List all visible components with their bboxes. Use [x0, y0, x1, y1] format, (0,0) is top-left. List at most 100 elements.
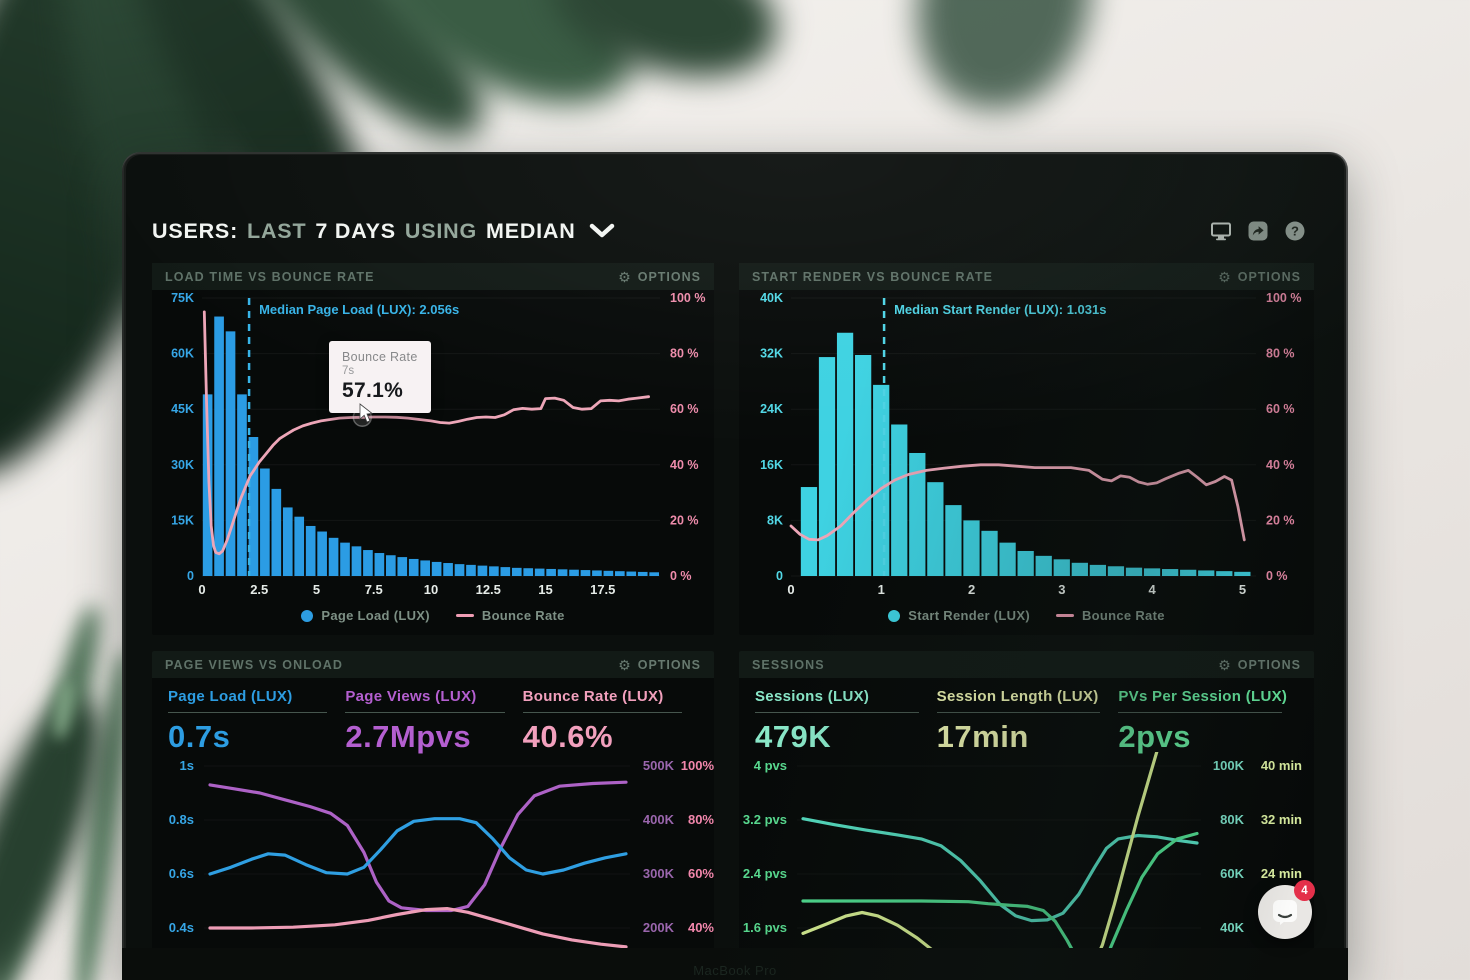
dashboard-header: USERS: LAST 7 DAYS USING MEDIAN ?: [152, 210, 1306, 252]
legend-dot-swatch: [888, 609, 901, 622]
panel-title: LOAD TIME VS BOUNCE RATE: [165, 269, 375, 284]
svg-text:Median Start Render (LUX): 1.0: Median Start Render (LUX): 1.031s: [894, 302, 1106, 317]
svg-text:2.4 pvs: 2.4 pvs: [743, 866, 787, 881]
svg-text:15: 15: [538, 582, 552, 597]
gear-icon: ⚙: [618, 268, 632, 285]
svg-text:80 %: 80 %: [1266, 347, 1295, 361]
page-views-chart[interactable]: 1s 500K 100% 0.8s 400K 80% 0.6s 300K 60% 0.4s 200K…: [152, 752, 714, 980]
legend-dash-swatch: [1055, 613, 1074, 618]
svg-text:0.6s: 0.6s: [169, 866, 194, 881]
svg-text:1s: 1s: [180, 758, 194, 773]
svg-text:3: 3: [1058, 582, 1065, 597]
svg-text:16K: 16K: [760, 458, 783, 472]
svg-text:17.5: 17.5: [590, 582, 615, 597]
start-render-chart[interactable]: 40K 32K 24K 16K 8K 0 100 % 80 % 60 % 40 % 20 % 0 % 0…: [739, 290, 1314, 603]
panel-title: PAGE VIEWS VS ONLOAD: [165, 657, 344, 672]
svg-text:7.5: 7.5: [365, 582, 383, 597]
chart-legend: Page Load (LUX) Bounce Rate: [152, 608, 714, 623]
svg-text:100 %: 100 %: [1266, 291, 1301, 305]
svg-text:3.2 pvs: 3.2 pvs: [743, 812, 787, 827]
metrics-row: Sessions (LUX) 479K Session Length (LUX)…: [739, 678, 1314, 754]
legend-item[interactable]: Page Load (LUX): [301, 608, 430, 623]
panel-sessions: SESSIONS ⚙ OPTIONS Sessions (LUX) 479K: [739, 651, 1314, 980]
header-segment: USING: [404, 218, 477, 243]
panel-header: SESSIONS ⚙ OPTIONS: [739, 651, 1314, 678]
svg-text:32K: 32K: [760, 347, 783, 361]
svg-text:60 %: 60 %: [670, 402, 699, 416]
svg-text:Median Page Load (LUX): 2.056s: Median Page Load (LUX): 2.056s: [259, 302, 459, 317]
options-button[interactable]: ⚙ OPTIONS: [1218, 656, 1301, 673]
sessions-chart[interactable]: 4 pvs 100K 40 min 3.2 pvs 80K 32 min 2.4 pvs 60…: [739, 730, 1314, 980]
svg-text:30K: 30K: [171, 458, 194, 472]
svg-text:32 min: 32 min: [1261, 812, 1302, 827]
svg-text:80%: 80%: [688, 812, 714, 827]
panel-load-time-vs-bounce-rate: LOAD TIME VS BOUNCE RATE ⚙ OPTIONS 75K 60…: [152, 263, 714, 635]
svg-text:0 %: 0 %: [1266, 569, 1288, 583]
chat-launcher-button[interactable]: 4: [1258, 880, 1315, 939]
chart-legend: Start Render (LUX) Bounce Rate: [739, 608, 1314, 623]
metric-session-length: Session Length (LUX) 17min: [936, 688, 1101, 754]
metric-page-views: Page Views (LUX) 2.7Mpvs: [345, 688, 522, 755]
load-time-chart[interactable]: 75K 60K 45K 30K 15K 0 100 % 80 % 60 % 40 % 20 % 0 %…: [152, 290, 714, 603]
svg-text:100 %: 100 %: [670, 291, 705, 305]
svg-text:5: 5: [1239, 582, 1246, 597]
svg-text:500K: 500K: [643, 758, 675, 773]
panel-title: START RENDER VS BOUNCE RATE: [752, 269, 994, 284]
chat-bubble-icon: [1273, 900, 1297, 925]
chart-tooltip: Bounce Rate 7s 57.1%: [329, 341, 431, 413]
svg-text:24 min: 24 min: [1261, 866, 1302, 881]
options-button[interactable]: ⚙ OPTIONS: [618, 656, 701, 673]
options-button[interactable]: ⚙ OPTIONS: [618, 268, 701, 285]
help-icon[interactable]: ?: [1284, 220, 1306, 242]
svg-text:100%: 100%: [681, 758, 714, 773]
share-icon[interactable]: [1247, 220, 1269, 242]
options-button[interactable]: ⚙ OPTIONS: [1218, 268, 1301, 285]
svg-text:300K: 300K: [643, 866, 675, 881]
svg-text:8K: 8K: [767, 513, 783, 527]
svg-text:1.6 pvs: 1.6 pvs: [743, 920, 787, 935]
chevron-down-icon[interactable]: [589, 223, 615, 244]
svg-text:60K: 60K: [1220, 866, 1244, 881]
metrics-row: Page Load (LUX) 0.7s Page Views (LUX) 2.…: [152, 678, 714, 755]
svg-text:24K: 24K: [760, 402, 783, 416]
plant-leaf: [901, 0, 1109, 124]
svg-text:0.8s: 0.8s: [169, 812, 194, 827]
panel-header: LOAD TIME VS BOUNCE RATE ⚙ OPTIONS: [152, 263, 714, 290]
tooltip-title: Bounce Rate: [342, 350, 418, 364]
svg-text:60%: 60%: [688, 866, 714, 881]
panel-header: START RENDER VS BOUNCE RATE ⚙ OPTIONS: [739, 263, 1314, 290]
svg-text:?: ?: [1291, 224, 1299, 239]
svg-text:45K: 45K: [171, 402, 194, 416]
gear-icon: ⚙: [1218, 656, 1232, 673]
svg-text:0: 0: [187, 569, 194, 583]
svg-text:40%: 40%: [688, 920, 714, 935]
svg-text:0: 0: [198, 582, 205, 597]
svg-text:0 %: 0 %: [670, 569, 692, 583]
svg-text:80K: 80K: [1220, 812, 1244, 827]
legend-item[interactable]: Bounce Rate: [1055, 608, 1165, 623]
svg-text:10: 10: [424, 582, 438, 597]
svg-text:40 %: 40 %: [1266, 458, 1295, 472]
panel-start-render-vs-bounce-rate: START RENDER VS BOUNCE RATE ⚙ OPTIONS 40…: [739, 263, 1314, 635]
svg-text:0: 0: [787, 582, 794, 597]
legend-dot-swatch: [301, 609, 314, 622]
svg-text:75K: 75K: [171, 291, 194, 305]
tooltip-subtitle: 7s: [342, 365, 355, 377]
metric-pvs-per-session: PVs Per Session (LUX) 2pvs: [1118, 688, 1288, 754]
legend-item[interactable]: Bounce Rate: [455, 608, 565, 623]
svg-text:100K: 100K: [1213, 758, 1245, 773]
svg-text:40 min: 40 min: [1261, 758, 1302, 773]
display-icon[interactable]: [1210, 220, 1232, 242]
svg-text:15K: 15K: [171, 513, 194, 527]
svg-text:40K: 40K: [760, 291, 783, 305]
svg-text:400K: 400K: [643, 812, 675, 827]
panel-header: PAGE VIEWS VS ONLOAD ⚙ OPTIONS: [152, 651, 714, 678]
svg-text:40K: 40K: [1220, 920, 1244, 935]
legend-item[interactable]: Start Render (LUX): [888, 608, 1030, 623]
svg-text:40 %: 40 %: [670, 458, 699, 472]
svg-text:20 %: 20 %: [670, 513, 699, 527]
device-brand-label: MacBook Pro: [693, 963, 777, 978]
svg-text:2: 2: [968, 582, 975, 597]
svg-text:5: 5: [313, 582, 320, 597]
header-segment: 7 DAYS: [315, 218, 396, 243]
